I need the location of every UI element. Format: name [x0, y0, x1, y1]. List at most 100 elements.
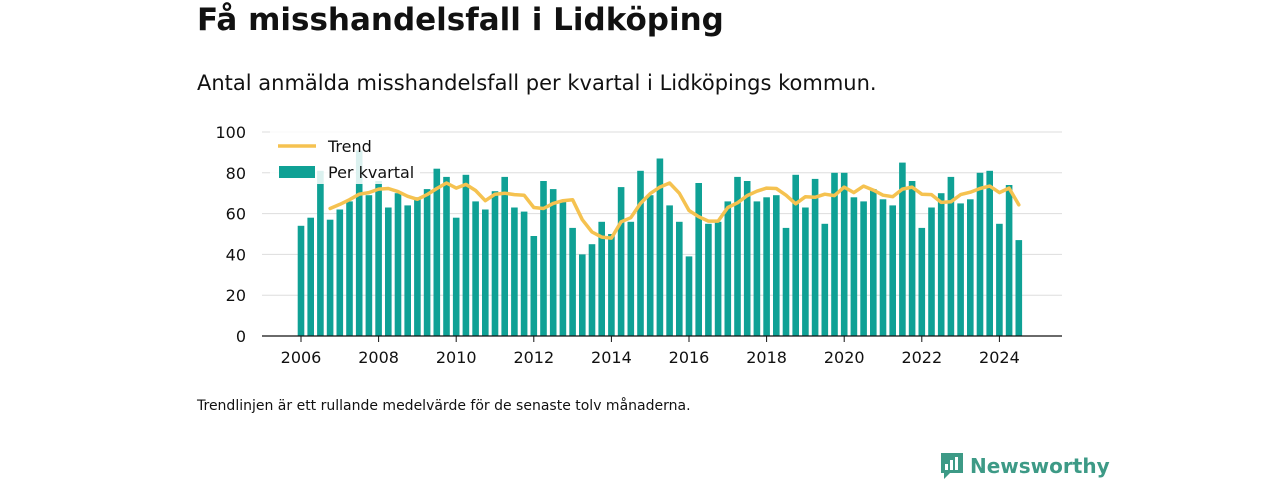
bar: [734, 176, 741, 336]
x-tick-label: 2018: [746, 348, 787, 367]
bar: [792, 174, 799, 336]
bar: [530, 236, 538, 336]
y-tick-label: 60: [226, 205, 246, 224]
bar: [346, 201, 353, 336]
bar: [462, 174, 470, 336]
bar-series: [297, 150, 1023, 336]
legend-bar-swatch: [279, 166, 315, 178]
bar: [889, 205, 896, 336]
bar: [928, 207, 935, 336]
bar: [491, 191, 499, 336]
bar: [811, 178, 819, 336]
bar: [860, 201, 867, 336]
bar: [1005, 185, 1013, 336]
bar-chart: 0 20 40 60 80 100 2006 2008 2010 2012 2014 2016 2018…: [215, 123, 1062, 367]
bar: [297, 225, 305, 336]
bar: [385, 207, 392, 336]
bar: [714, 221, 722, 336]
x-tick-label: 2006: [281, 348, 322, 367]
bar: [482, 209, 489, 336]
bar: [879, 199, 887, 336]
bar: [656, 158, 664, 336]
trend-line: [328, 181, 1021, 240]
newsworthy-logo-icon: [941, 453, 963, 479]
bar: [899, 162, 906, 336]
bar: [627, 221, 635, 336]
bar: [724, 201, 732, 336]
footnote: Trendlinjen är ett rullande medelvärde f…: [197, 398, 691, 414]
x-tick-label: 2024: [979, 348, 1020, 367]
x-tick-label: 2020: [824, 348, 865, 367]
bar: [967, 199, 974, 336]
bar: [608, 234, 615, 336]
bar: [472, 201, 479, 336]
x-tick-label: 2008: [358, 348, 399, 367]
bar: [831, 172, 838, 336]
bar: [433, 168, 441, 336]
bar: [937, 193, 945, 336]
bar: [782, 227, 790, 336]
bar: [404, 205, 411, 336]
bar: [957, 203, 964, 336]
bar: [375, 181, 382, 336]
bar: [588, 244, 596, 336]
bar: [569, 227, 576, 336]
bar: [1015, 240, 1023, 336]
legend-bar-label: Per kvartal: [328, 163, 414, 182]
bar: [501, 176, 508, 336]
bar: [549, 189, 557, 336]
bar: [559, 201, 567, 336]
bar: [423, 189, 431, 336]
bar: [511, 207, 518, 336]
bar: [947, 176, 955, 336]
bar: [355, 150, 363, 336]
chart-subtitle: Antal anmälda misshandelsfall per kvarta…: [197, 71, 877, 95]
legend-trend-label: Trend: [327, 137, 372, 156]
bar: [763, 197, 770, 336]
bar: [986, 170, 993, 336]
bar: [637, 170, 644, 336]
chart-title: Få misshandelsfall i Lidköping: [197, 2, 724, 38]
bar: [850, 197, 858, 336]
bar: [336, 209, 344, 336]
bar: [821, 223, 829, 336]
y-tick-label: 40: [226, 245, 246, 264]
bar: [918, 227, 926, 336]
bar: [666, 205, 673, 336]
legend: Trend Per kvartal: [270, 129, 420, 184]
bar: [802, 207, 809, 336]
bar: [617, 187, 625, 336]
axes: 0 20 40 60 80 100 2006 2008 2010 2012 2014 2016 2018…: [215, 123, 1062, 367]
bar: [705, 223, 712, 336]
bar: [996, 223, 1003, 336]
x-tick-label: 2014: [591, 348, 632, 367]
y-tick-label: 20: [226, 286, 246, 305]
bar: [646, 195, 654, 336]
bar: [743, 181, 751, 336]
y-tick-label: 100: [215, 123, 246, 142]
bar: [695, 183, 702, 336]
y-tick-label: 0: [236, 327, 246, 346]
bar: [394, 193, 402, 336]
bar: [443, 176, 450, 336]
bar: [414, 197, 421, 336]
y-tick-label: 80: [226, 164, 246, 183]
x-tick-label: 2016: [669, 348, 710, 367]
bar: [753, 201, 761, 336]
bar: [773, 195, 780, 336]
bar: [676, 221, 683, 336]
bar: [307, 217, 314, 336]
brand-name: Newsworthy: [970, 454, 1110, 478]
bar: [326, 219, 334, 336]
x-tick-label: 2022: [901, 348, 942, 367]
x-tick-label: 2012: [513, 348, 554, 367]
bar: [365, 195, 373, 336]
brand-logo[interactable]: Newsworthy: [940, 452, 1110, 480]
bar: [840, 172, 848, 336]
bar: [540, 181, 547, 336]
bar: [908, 181, 916, 336]
x-tick-label: 2010: [436, 348, 477, 367]
bar: [452, 217, 460, 336]
bar: [520, 211, 528, 336]
bar: [317, 170, 324, 336]
